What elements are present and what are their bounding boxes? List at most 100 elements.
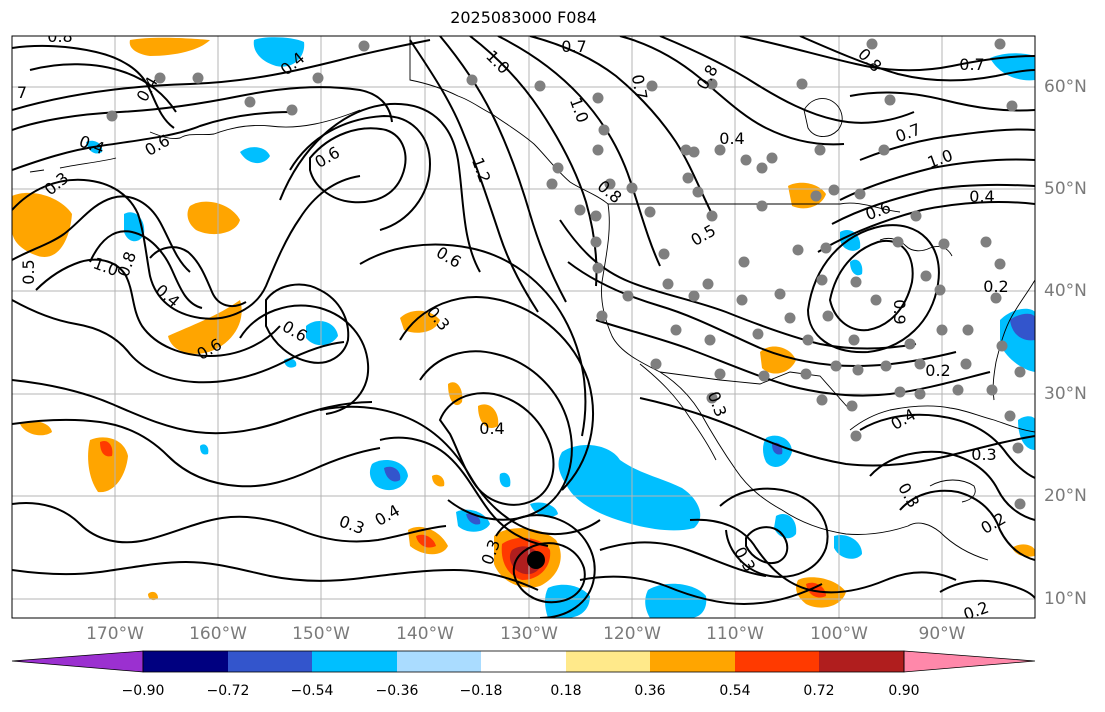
hudson-bay — [803, 98, 843, 137]
lon-label: 170°W — [86, 624, 144, 644]
contour-label: 0.2 — [977, 509, 1009, 538]
positive-anomaly-area — [12, 192, 72, 257]
station-dot — [644, 206, 656, 218]
station-dot — [814, 144, 826, 156]
station-dot — [854, 188, 866, 200]
station-dot — [592, 262, 604, 274]
colorbar-arrow-high — [903, 650, 1036, 673]
lon-label: 90°W — [918, 624, 966, 644]
contour-label: 0.3 — [971, 445, 996, 464]
contour-label: 0.4 — [887, 405, 919, 434]
station-dot — [816, 274, 828, 286]
positive-anomaly-area — [168, 300, 242, 354]
station-dot — [758, 370, 770, 382]
station-dot — [736, 294, 748, 306]
colorbar-segment — [481, 651, 566, 672]
station-dot — [702, 278, 714, 290]
lon-label: 100°W — [810, 624, 868, 644]
alaska-coast — [149, 36, 609, 205]
colorbar-tick: 0.90 — [888, 683, 920, 699]
colorbar-segment — [228, 651, 312, 672]
station-dot — [894, 386, 906, 398]
us-mexico-border — [659, 371, 851, 411]
station-dot — [688, 146, 700, 158]
contour-label: 0.9 — [890, 299, 909, 324]
lat-label: 30°N — [1044, 384, 1087, 404]
lon-label: 120°W — [603, 624, 661, 644]
contour-label: 0.6 — [311, 143, 343, 172]
station-dot — [1004, 410, 1016, 422]
station-dot — [774, 288, 786, 300]
strong-positive-area — [100, 440, 113, 457]
colorbar-segment — [397, 651, 481, 672]
station-dot — [952, 384, 964, 396]
contour-label: 1.0 — [566, 95, 593, 125]
station-dot — [996, 340, 1008, 352]
contour-label: 0.3 — [894, 479, 923, 511]
station-dot — [828, 184, 840, 196]
strong-positive-area — [416, 534, 436, 548]
contour-lines — [12, 36, 1035, 618]
lon-label: 110°W — [706, 624, 764, 644]
station-dot — [688, 290, 700, 302]
station-dot — [914, 358, 926, 370]
station-dot — [816, 394, 828, 406]
contour-label: 0.4 — [719, 129, 744, 148]
contour-label: 0.2 — [983, 277, 1008, 296]
contour-label: 0.8 — [854, 44, 885, 75]
station-dot — [646, 80, 658, 92]
negative-anomaly-area — [990, 53, 1035, 81]
station-dot — [592, 144, 604, 156]
negative-anomaly-area — [530, 502, 558, 518]
negative-anomaly-area — [558, 445, 701, 531]
contour-label: 0.8 — [594, 176, 626, 207]
positive-anomaly-area — [20, 421, 52, 436]
station-dot — [106, 110, 118, 122]
station-dot — [938, 238, 950, 250]
station-dot — [466, 74, 478, 86]
baja — [639, 363, 717, 461]
negative-anomaly-area — [499, 472, 511, 488]
east-coast — [992, 279, 1035, 401]
positive-anomaly-area — [129, 37, 210, 56]
lat-label: 10°N — [1044, 589, 1087, 609]
station-dot — [756, 200, 768, 212]
station-dot — [682, 172, 694, 184]
station-dot — [962, 324, 974, 336]
contour-label: 0.7 — [628, 73, 651, 101]
station-dot — [740, 154, 752, 166]
station-dot — [990, 292, 1002, 304]
station-dots — [106, 38, 1026, 510]
contour-label: 0.8 — [693, 61, 722, 93]
lon-label: 150°W — [292, 624, 350, 644]
station-dot — [784, 312, 796, 324]
station-dot — [820, 242, 832, 254]
storm-center-marker — [527, 551, 545, 569]
contour-label: 0.7 — [959, 55, 984, 74]
colorbar-segment — [143, 651, 228, 672]
yucatan — [929, 479, 976, 503]
strong-negative-area — [384, 466, 401, 482]
station-dot — [154, 72, 166, 84]
colorbar-segment — [735, 651, 819, 672]
lon-label: 160°W — [189, 624, 247, 644]
station-dot — [960, 358, 972, 370]
lon-label: 130°W — [500, 624, 558, 644]
station-dot — [866, 38, 878, 50]
station-dot — [994, 38, 1006, 50]
station-dot — [670, 324, 682, 336]
station-dot — [706, 392, 718, 404]
lat-label: 20°N — [1044, 486, 1087, 506]
station-dot — [920, 270, 932, 282]
contour-label: 0.4 — [77, 132, 107, 159]
contour-label: 0.4 — [371, 501, 403, 530]
station-dot — [850, 430, 862, 442]
plot-title: 2025083000 F084 — [450, 8, 597, 27]
station-dot — [596, 310, 608, 322]
positive-anomaly-area — [760, 346, 796, 374]
negative-anomaly-area — [240, 147, 270, 164]
lat-label: 60°N — [1044, 77, 1087, 97]
station-dot — [650, 358, 662, 370]
negative-anomaly-area — [774, 514, 797, 539]
gulf-coast — [849, 405, 1035, 433]
